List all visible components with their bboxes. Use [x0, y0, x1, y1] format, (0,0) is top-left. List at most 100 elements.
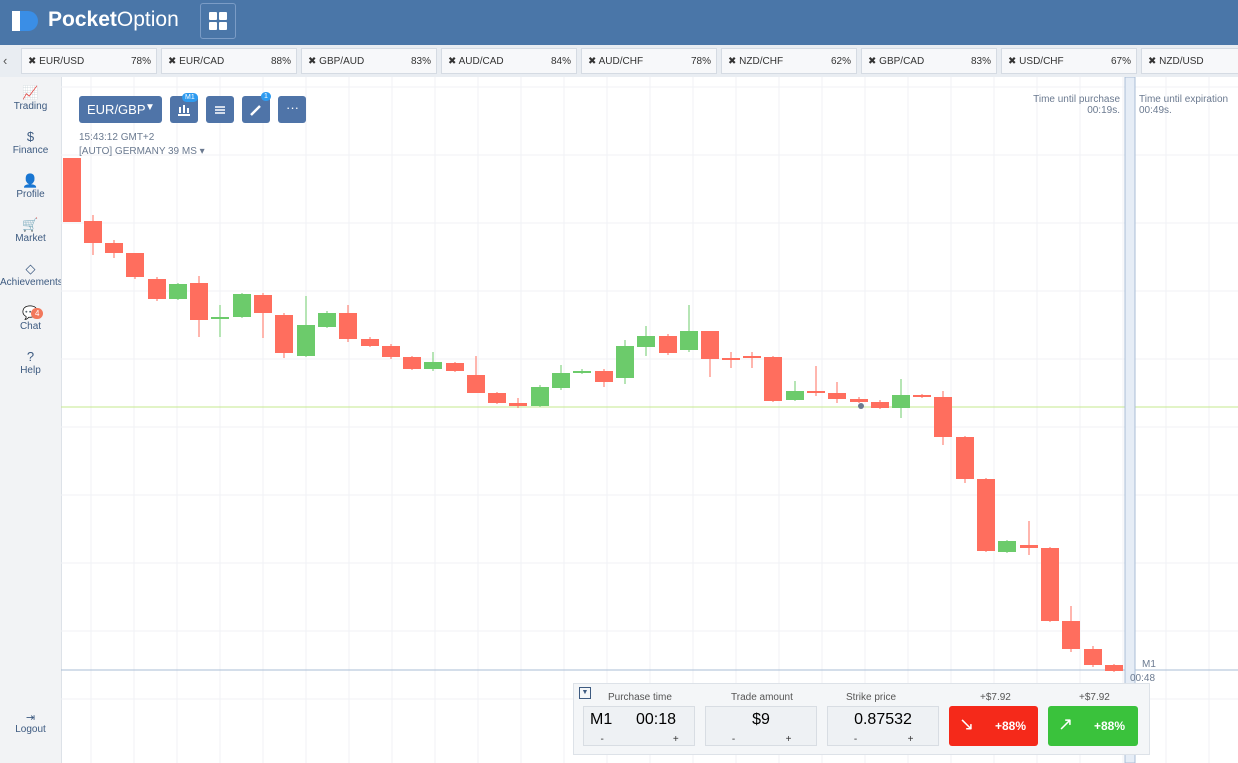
- trade-amount[interactable]: $9 - +: [705, 706, 817, 746]
- candle-body: [467, 375, 485, 393]
- timer-label: Time until expiration: [1139, 94, 1229, 105]
- countdown: 00:48: [1130, 673, 1156, 684]
- candle-body: [1041, 548, 1059, 621]
- ticker[interactable]: ✖ USD/CHF 67%: [1001, 48, 1137, 74]
- pair: ✖ EUR/USD: [28, 56, 85, 67]
- strike-price[interactable]: 0.87532 - +: [827, 706, 939, 746]
- payout: 84%: [550, 56, 571, 67]
- candle-body: [680, 331, 698, 350]
- candle-body: [807, 391, 825, 393]
- minus[interactable]: -: [853, 734, 858, 745]
- ticker[interactable]: ✖ GBP/CAD 83%: [861, 48, 997, 74]
- more-button[interactable]: ···: [278, 96, 306, 123]
- icon: ⇥: [25, 712, 36, 724]
- chart: [61, 77, 1238, 763]
- logout[interactable]: ⇥ Logout: [0, 711, 61, 735]
- payout: 67%: [1110, 56, 1131, 67]
- value: 00:18: [636, 711, 677, 728]
- candle-body: [573, 371, 591, 373]
- sell-button[interactable]: ↘ +88%: [949, 706, 1038, 746]
- candle-body: [786, 391, 804, 400]
- buy-button[interactable]: ↗ +88%: [1048, 706, 1138, 746]
- candle-body: [850, 399, 868, 402]
- candle-body: [764, 357, 782, 401]
- plus[interactable]: +: [907, 734, 914, 745]
- candle-body: [977, 479, 995, 551]
- icon: 🛒: [22, 217, 39, 232]
- plus[interactable]: +: [785, 734, 792, 745]
- nav-item[interactable]: ◇ Achievements: [0, 261, 61, 288]
- plus[interactable]: +: [672, 734, 679, 745]
- ticker[interactable]: ✖ EUR/CAD 88%: [161, 48, 297, 74]
- candle-body: [361, 339, 379, 346]
- pair: ✖ AUD/CHF: [588, 56, 644, 67]
- ticker[interactable]: ✖ AUD/CHF 78%: [581, 48, 717, 74]
- payout: 62%: [830, 56, 851, 67]
- server: [AUTO] GERMANY: [79, 146, 166, 157]
- entry-dot: [858, 403, 864, 409]
- candle-body: [595, 371, 613, 382]
- nav-item[interactable]: 👤 Profile: [0, 173, 61, 200]
- candle-body: [934, 397, 952, 437]
- candle-body: [211, 317, 229, 319]
- collapse[interactable]: ▼: [579, 687, 591, 699]
- scroll-left[interactable]: ‹: [3, 53, 8, 68]
- nav-item[interactable]: $ Finance: [0, 129, 61, 156]
- nav-item[interactable]: 🛒 Market: [0, 217, 61, 244]
- nav-item[interactable]: ? Help: [0, 349, 61, 376]
- apps-button[interactable]: [200, 3, 236, 39]
- nav-label: Market: [15, 233, 46, 244]
- ticker[interactable]: ✖ NZD/USD: [1141, 48, 1238, 74]
- purchase-time[interactable]: M1 00:18 - +: [583, 706, 695, 746]
- badge: 4: [31, 308, 44, 319]
- nav-item[interactable]: 📈 Trading: [0, 85, 61, 112]
- pair: ✖ GBP/CAD: [868, 56, 925, 67]
- candle-body: [956, 437, 974, 479]
- profit: +$7.92: [1079, 692, 1110, 703]
- timer-label: Time until purchase: [1033, 94, 1120, 105]
- payout: 78%: [130, 56, 151, 67]
- icon: 👤: [22, 173, 39, 188]
- asset: EUR/GBP: [87, 102, 146, 117]
- value: $9: [752, 711, 770, 728]
- period: M1: [1142, 659, 1156, 670]
- candle-body: [1062, 621, 1080, 649]
- logo: PocketOption: [48, 8, 179, 32]
- candle-body: [382, 346, 400, 357]
- ticker[interactable]: ✖ EUR/USD 78%: [21, 48, 157, 74]
- ticker[interactable]: ✖ GBP/AUD 83%: [301, 48, 437, 74]
- nav-label: Finance: [12, 145, 49, 156]
- candle-body: [403, 357, 421, 369]
- candle-body: [722, 358, 740, 360]
- ticker[interactable]: ✖ NZD/CHF 62%: [721, 48, 857, 74]
- candle-body: [1084, 649, 1102, 665]
- icon: ?: [26, 349, 35, 364]
- candle-body: [659, 336, 677, 353]
- candle-body: [488, 393, 506, 403]
- ping[interactable]: 39 MS ▾: [168, 146, 205, 157]
- clock: 15:43:12 GMT+2: [79, 132, 155, 143]
- payout: 83%: [410, 56, 431, 67]
- candle-body: [275, 315, 293, 353]
- icon: 📈: [22, 85, 39, 100]
- nav-item[interactable]: 💬Chat: [0, 305, 61, 332]
- candle-body: [190, 283, 208, 320]
- settings-button[interactable]: [206, 96, 234, 123]
- minus[interactable]: -: [600, 734, 604, 745]
- header: PocketOption: [0, 0, 1238, 45]
- profit: +$7.92: [980, 692, 1011, 703]
- candle-body: [339, 313, 357, 339]
- ticker[interactable]: ✖ AUD/CAD 84%: [441, 48, 577, 74]
- value: 0.87532: [854, 711, 912, 728]
- candle-body: [105, 243, 123, 253]
- nav-label: Logout: [15, 724, 46, 735]
- candle-body: [701, 331, 719, 359]
- nav-label: Chat: [19, 321, 42, 332]
- asset-button[interactable]: EUR/GBP ▼: [79, 96, 162, 123]
- candle-body: [126, 253, 144, 277]
- candle-body: [233, 294, 251, 317]
- candle-body: [84, 221, 102, 243]
- minus[interactable]: -: [731, 734, 736, 745]
- payout: +88%: [1094, 719, 1126, 733]
- payout: 78%: [690, 56, 711, 67]
